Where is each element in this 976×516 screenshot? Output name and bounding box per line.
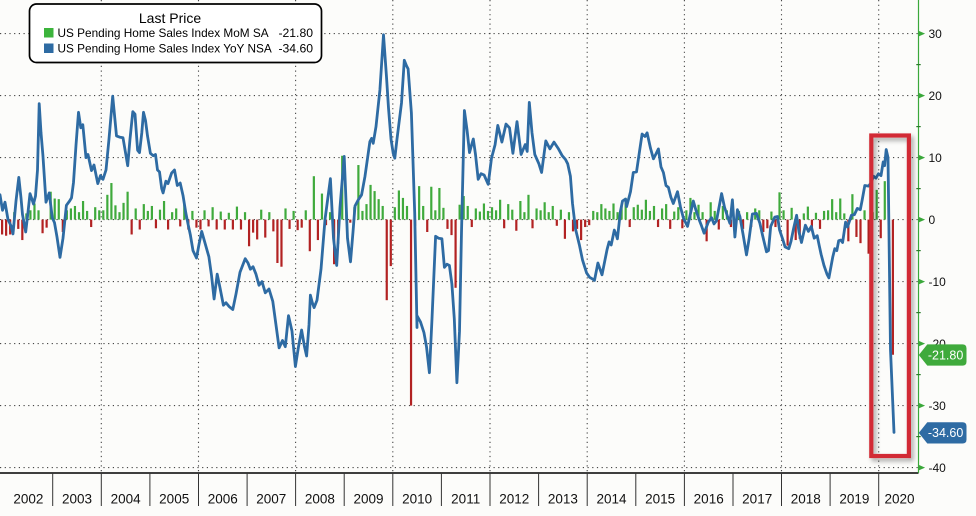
- svg-text:2016: 2016: [694, 492, 724, 507]
- svg-text:10: 10: [929, 151, 943, 165]
- svg-text:-40: -40: [929, 461, 947, 475]
- svg-text:2003: 2003: [62, 492, 92, 507]
- svg-text:2004: 2004: [111, 492, 142, 507]
- svg-text:2009: 2009: [353, 492, 383, 507]
- svg-text:-21.80: -21.80: [928, 348, 963, 362]
- svg-text:2010: 2010: [402, 492, 432, 507]
- svg-text:2002: 2002: [13, 492, 43, 507]
- svg-text:-21.80: -21.80: [278, 26, 313, 40]
- svg-text:2014: 2014: [596, 492, 627, 507]
- svg-text:20: 20: [929, 89, 943, 103]
- svg-text:2007: 2007: [256, 492, 286, 507]
- svg-text:-34.60: -34.60: [928, 426, 963, 440]
- svg-text:US Pending Home Sales Index Mo: US Pending Home Sales Index MoM SA: [58, 26, 269, 40]
- svg-text:30: 30: [929, 27, 943, 41]
- svg-text:2018: 2018: [791, 492, 821, 507]
- svg-text:-34.60: -34.60: [278, 42, 313, 56]
- svg-text:2015: 2015: [645, 492, 675, 507]
- svg-text:2012: 2012: [499, 492, 529, 507]
- svg-text:-10: -10: [929, 275, 947, 289]
- svg-text:2011: 2011: [451, 492, 480, 507]
- svg-text:2006: 2006: [208, 492, 238, 507]
- svg-text:-30: -30: [929, 399, 947, 413]
- svg-text:2013: 2013: [548, 492, 578, 507]
- svg-text:US Pending Home Sales Index Yo: US Pending Home Sales Index YoY NSA: [58, 42, 272, 56]
- svg-text:0: 0: [929, 213, 936, 227]
- svg-text:2020: 2020: [884, 492, 914, 507]
- svg-text:Last Price: Last Price: [139, 10, 201, 26]
- svg-text:2008: 2008: [305, 492, 335, 507]
- svg-text:2019: 2019: [839, 492, 869, 507]
- svg-text:2017: 2017: [742, 492, 772, 507]
- svg-text:2005: 2005: [159, 492, 189, 507]
